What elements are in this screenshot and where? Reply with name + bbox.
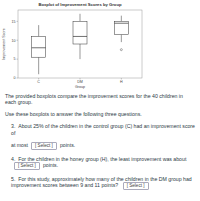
whisker-bottom — [80, 44, 81, 59]
whisker-bottom — [38, 57, 39, 74]
median — [114, 23, 128, 24]
question-text: points. — [60, 142, 75, 148]
plot-frame — [18, 10, 142, 78]
intro-text: Use these boxplots to answer the followi… — [5, 111, 142, 117]
y-tick — [17, 78, 19, 79]
x-label: Group — [75, 85, 85, 89]
whisker-bottom — [121, 35, 122, 43]
question: 5. For this study, approximately how man… — [5, 176, 195, 190]
whisker-top — [80, 14, 81, 22]
box — [114, 21, 128, 34]
y-tick — [17, 40, 19, 41]
median — [32, 47, 46, 48]
box — [73, 21, 87, 44]
intro: The provided boxplots compare the improv… — [5, 93, 195, 106]
y-tick-label: 5 — [14, 57, 16, 61]
select-box[interactable]: [ Select ] — [123, 182, 149, 190]
question-number: 5. — [11, 176, 15, 182]
box — [32, 36, 46, 57]
question-text: For this study, approximately how many o… — [11, 176, 192, 188]
whisker-top — [121, 16, 122, 22]
outlier — [120, 49, 122, 51]
x-tick-label: H — [120, 80, 123, 84]
y-tick-label: 0 — [14, 76, 16, 80]
y-tick — [17, 21, 19, 22]
question: 3. About 25% of the children in the cont… — [5, 123, 195, 150]
chart: Boxplot of Improvement Scores by Group 0 5… — [0, 0, 200, 92]
questions: The provided boxplots compare the improv… — [5, 93, 195, 196]
question-number: 4. — [11, 156, 15, 162]
whisker-top — [38, 25, 39, 36]
question-number: 3. — [11, 123, 15, 129]
select-box[interactable]: [ Select ] — [31, 142, 57, 150]
y-label: Improvement Score — [2, 28, 6, 59]
x-tick-label: C — [37, 80, 40, 84]
y-tick — [17, 59, 19, 60]
intro-text: The provided boxplots compare the improv… — [5, 93, 183, 105]
y-tick-label: 10 — [12, 39, 16, 43]
y-tick-label: 15 — [12, 20, 16, 24]
question-text: at most — [11, 142, 28, 148]
x-tick-label: DM — [77, 80, 83, 84]
intro: Use these boxplots to answer the followi… — [5, 111, 195, 117]
median — [73, 36, 87, 37]
question-text: points. — [43, 162, 58, 168]
select-box[interactable]: [ Select ] — [14, 162, 40, 170]
question-text: About 25% of the children in the control… — [11, 123, 195, 135]
question-text: For the children in the honey group (H),… — [18, 156, 186, 162]
title: Boxplot of Improvement Scores by Group — [38, 2, 122, 7]
question: 4. For the children in the honey group (… — [5, 156, 195, 170]
